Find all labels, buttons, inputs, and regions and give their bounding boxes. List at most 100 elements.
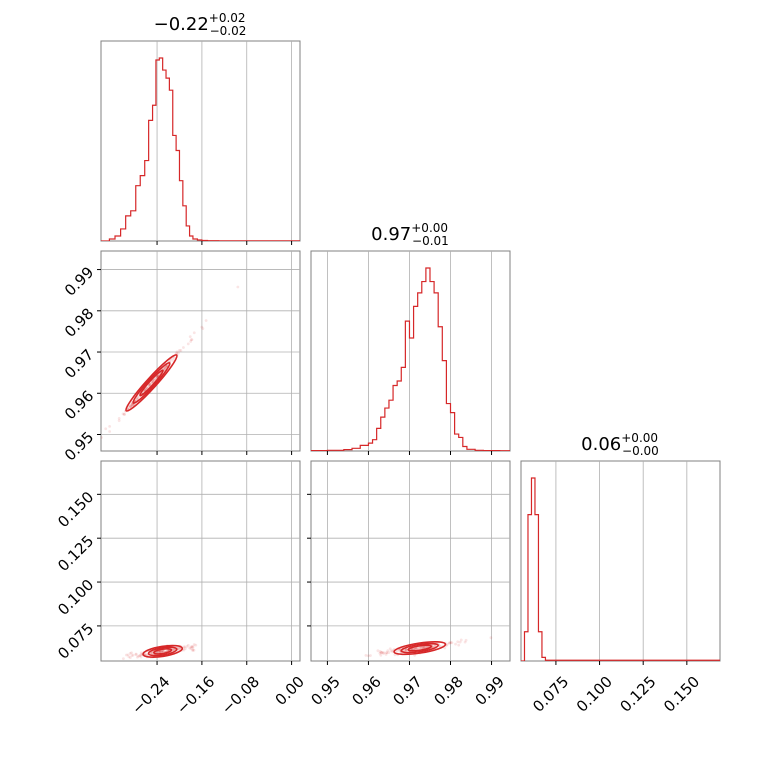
- sample-point: [122, 412, 126, 416]
- title-param-1: 0.97+0.00 −0.01: [371, 221, 449, 248]
- sample-point: [190, 645, 194, 649]
- sample-point: [463, 640, 467, 644]
- pair-panel-2-0-samples: [121, 643, 198, 661]
- x-tick-label: 0.075: [529, 673, 572, 716]
- y-tick-label: 0.075: [54, 620, 97, 663]
- x-tick-label: 0.95: [307, 673, 343, 709]
- sample-point: [412, 647, 416, 651]
- sample-point: [404, 648, 408, 652]
- sample-point: [385, 651, 388, 654]
- sample-point: [129, 405, 133, 408]
- sample-point: [182, 346, 185, 349]
- sample-point: [449, 641, 453, 644]
- sample-point: [164, 364, 168, 368]
- sample-point: [191, 649, 195, 652]
- sample-point: [380, 651, 384, 654]
- sample-point: [150, 651, 154, 655]
- y-tick-label: 0.100: [54, 576, 97, 619]
- pair-panel-2-1: [310, 460, 511, 662]
- sample-point: [443, 646, 447, 650]
- histogram-0: [101, 57, 300, 241]
- histogram-1: [311, 267, 510, 451]
- sample-point: [454, 642, 457, 646]
- histogram-2: [521, 477, 720, 661]
- sample-point: [128, 656, 132, 659]
- y-tick-label: 0.99: [61, 263, 97, 299]
- sample-point: [405, 648, 409, 652]
- sample-point: [128, 406, 131, 410]
- sample-point: [125, 653, 128, 657]
- sample-point: [128, 405, 132, 409]
- sample-point: [192, 331, 196, 335]
- pair-panel-1-0: [100, 250, 301, 452]
- sample-point: [185, 644, 189, 648]
- sample-point: [128, 652, 132, 655]
- sample-point: [123, 413, 126, 416]
- sample-point: [155, 650, 159, 654]
- sample-point: [395, 649, 399, 653]
- x-tick-label: −0.08: [218, 673, 263, 718]
- sample-point: [172, 647, 175, 651]
- sample-point: [447, 641, 451, 645]
- sample-point: [183, 647, 187, 650]
- sample-point: [147, 383, 151, 387]
- sample-point: [182, 648, 186, 652]
- x-tick-label: 0.100: [573, 673, 616, 716]
- x-tick-label: 0.98: [431, 673, 467, 709]
- sample-point: [364, 653, 368, 657]
- sample-point: [173, 356, 176, 360]
- sample-point: [101, 436, 103, 439]
- sample-point: [177, 647, 181, 651]
- sample-point: [464, 638, 468, 642]
- sample-point: [189, 645, 193, 649]
- sample-point: [190, 338, 194, 342]
- sample-point: [404, 648, 408, 651]
- sample-point: [403, 648, 407, 652]
- sample-point: [147, 384, 151, 388]
- sample-point: [378, 650, 382, 653]
- hist-panel-2: [520, 460, 721, 662]
- title-param-2: 0.06+0.00 −0.00: [581, 431, 659, 458]
- sample-point: [183, 645, 187, 649]
- title-param-0: −0.22+0.02 −0.02: [154, 11, 247, 38]
- sample-point: [171, 648, 175, 652]
- sample-point: [138, 654, 142, 658]
- sample-point: [139, 653, 143, 657]
- y-tick-label: 0.125: [54, 532, 97, 575]
- sample-point: [148, 382, 152, 386]
- sample-point: [134, 652, 138, 656]
- sample-point: [422, 645, 426, 649]
- sample-point: [134, 653, 138, 656]
- sample-point: [129, 405, 133, 409]
- x-tick-label: 0.96: [348, 673, 384, 709]
- sample-point: [150, 381, 154, 385]
- sample-point: [380, 650, 384, 654]
- sample-point: [121, 657, 125, 661]
- sample-point: [194, 643, 198, 647]
- x-tick-label: −0.16: [173, 673, 218, 718]
- density-contour: [125, 354, 178, 412]
- y-tick-label: 0.95: [61, 428, 97, 464]
- x-tick-label: 0.150: [660, 673, 703, 716]
- sample-point: [160, 650, 164, 654]
- sample-point: [489, 636, 493, 640]
- x-tick-label: 0.97: [389, 673, 425, 709]
- sample-point: [131, 404, 134, 408]
- x-tick-label: −0.24: [128, 673, 173, 718]
- sample-point: [139, 655, 143, 659]
- sample-point: [457, 643, 461, 647]
- sample-point: [387, 651, 391, 655]
- sample-point: [161, 649, 165, 653]
- sample-point: [150, 651, 154, 655]
- sample-point: [152, 378, 156, 382]
- sample-point: [182, 645, 186, 649]
- hist-panel-0: [100, 40, 301, 242]
- density-contour: [407, 644, 433, 652]
- x-tick-label: 0.125: [616, 673, 659, 716]
- density-contour: [400, 642, 440, 654]
- sample-point: [388, 647, 392, 651]
- sample-point: [108, 430, 112, 433]
- sample-point: [152, 378, 156, 382]
- x-tick-label: 0.99: [472, 673, 508, 709]
- sample-point: [179, 349, 183, 352]
